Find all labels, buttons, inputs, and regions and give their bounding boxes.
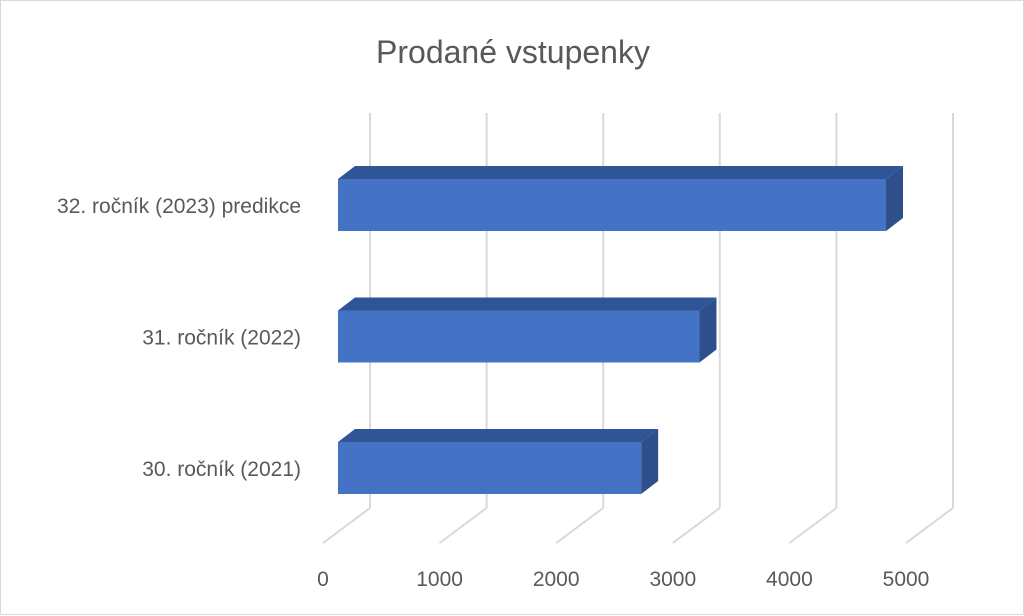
floor-gridline [439, 507, 488, 544]
floor-gridline [322, 507, 371, 544]
bar [338, 297, 717, 363]
bars [338, 166, 904, 494]
bar-front-face [338, 442, 642, 494]
chart-title: Prodané vstupenky [376, 34, 650, 70]
bar-top-face [338, 297, 717, 311]
category-labels: 30. ročník (2021) 31. ročník (2022) 32. ro… [57, 195, 301, 481]
floor-gridline [788, 507, 837, 544]
floor-gridline [905, 507, 954, 544]
floor-gridline [555, 507, 604, 544]
category-label: 30. ročník (2021) [142, 458, 301, 481]
bar-front-face [338, 310, 700, 363]
x-tick-label: 5000 [883, 568, 930, 591]
x-tick-label: 1000 [416, 568, 463, 591]
floor-gridline [672, 507, 721, 544]
x-tick-label: 2000 [533, 568, 580, 591]
x-tick-label: 4000 [766, 568, 813, 591]
bar-front-face [338, 179, 887, 231]
bar-side-face [886, 166, 904, 231]
bar [338, 166, 904, 231]
x-tick-label: 3000 [649, 568, 696, 591]
bar-top-face [338, 166, 904, 179]
bar [338, 429, 659, 494]
category-label: 32. ročník (2023) predikce [57, 195, 301, 218]
bar-top-face [338, 429, 659, 442]
x-axis-ticks: 0 1000 2000 3000 4000 5000 [317, 568, 929, 591]
bar-side-face [699, 297, 717, 363]
bar-side-face [641, 429, 659, 494]
x-tick-label: 0 [317, 568, 329, 591]
category-label: 31. ročník (2022) [142, 327, 301, 350]
